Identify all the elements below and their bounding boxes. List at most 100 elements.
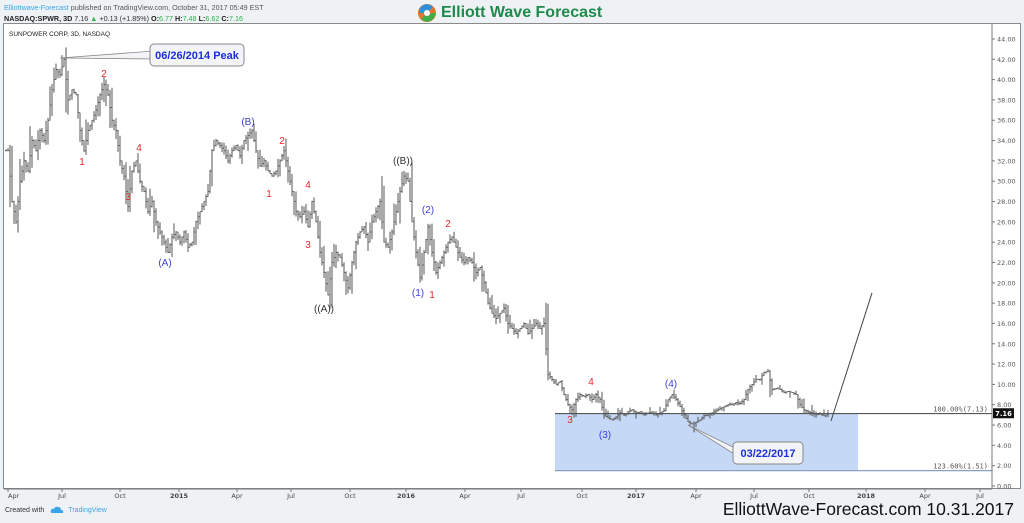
y-tick-label: 34.00 <box>997 137 1016 145</box>
y-tick-label: 44.00 <box>997 35 1016 43</box>
wave-label: 4 <box>588 377 594 388</box>
chart-title: SUNPOWER CORP, 3D, NASDAQ <box>9 31 110 38</box>
y-tick-label: 28.00 <box>997 198 1016 206</box>
wave-label: (4) <box>665 379 677 390</box>
close-label: C: <box>221 14 229 23</box>
callout-box <box>732 441 804 465</box>
high-label: H: <box>174 14 183 23</box>
tradingview-link[interactable]: TradingView <box>68 506 107 514</box>
x-tick-label: Apr <box>919 492 931 500</box>
x-tick-label: Oct <box>576 492 588 500</box>
open-label: O: <box>150 14 159 23</box>
created-with: Created with TradingView <box>5 506 107 514</box>
fib-label: 100.00%(7.13) <box>933 406 988 414</box>
brand-name: Elliott Wave Forecast <box>441 4 603 21</box>
callout-text: 03/22/2017 <box>740 448 795 460</box>
x-axis[interactable]: Apr Jul Oct 2015 Apr Jul Oct 2016 Apr Jul Oct 2017 A… <box>4 488 992 500</box>
wave-label: 2 <box>101 69 107 80</box>
y-tick-label: 6.00 <box>997 422 1011 430</box>
target-zone-box <box>555 413 858 471</box>
watermark: ElliottWave-Forecast.com 10.31.2017 <box>722 499 1014 519</box>
x-tick-label: Apr <box>231 492 243 500</box>
wave-label: 2 <box>279 136 285 147</box>
y-tick-label: 30.00 <box>997 178 1016 186</box>
x-tick-label: 2018 <box>857 492 876 500</box>
wave-label: (1) <box>412 288 424 299</box>
wave-label: (A) <box>158 258 171 269</box>
x-tick-label: Jul <box>57 492 66 500</box>
close-value: 7.16 <box>228 14 243 23</box>
last-price-tag <box>993 408 1014 419</box>
fib-label: 123.60%(1.51) <box>933 463 988 471</box>
y-tick-label: 24.00 <box>997 239 1016 247</box>
x-tick-label: Jul <box>516 492 525 500</box>
y-tick-label: 18.00 <box>997 300 1016 308</box>
y-tick-label: 2.00 <box>997 462 1011 470</box>
wave-labels: 2 1 4 3 (A) (B) 2 1 4 3 ((A)) ((B)) (2) 2 (1) 1 4 3 (3) (4) <box>79 69 677 441</box>
wave-label: 1 <box>429 290 435 301</box>
wave-label: (2) <box>422 205 434 216</box>
wave-label: 3 <box>305 240 311 251</box>
svg-text:7.16: 7.16 <box>995 410 1012 418</box>
y-tick-label: 10.00 <box>997 381 1016 389</box>
y-tick-label: 42.00 <box>997 56 1016 64</box>
y-tick-label: 22.00 <box>997 259 1016 267</box>
projection-line <box>830 292 873 422</box>
wave-label: 4 <box>136 143 142 154</box>
up-arrow-icon: ▲ <box>90 14 98 23</box>
wave-label: ((A)) <box>314 304 334 315</box>
wave-label: 3 <box>125 192 131 203</box>
created-with-text: Created with <box>5 506 45 514</box>
high-value: 7.48 <box>182 14 197 23</box>
target-box <box>555 413 858 471</box>
y-tick-label: 20.00 <box>997 279 1016 287</box>
y-tick-label: 14.00 <box>997 340 1016 348</box>
open-value: 6.77 <box>158 14 173 23</box>
projection-line <box>830 292 873 422</box>
ohlc-bars <box>5 47 829 433</box>
x-tick-label: Oct <box>114 492 126 500</box>
x-tick-label: 2015 <box>170 492 189 500</box>
wave-label: (B) <box>241 117 254 128</box>
y-tick-label: 4.00 <box>997 442 1011 450</box>
low-value: 6.62 <box>205 14 220 23</box>
y-tick-label: 26.00 <box>997 218 1016 226</box>
chart-frame[interactable] <box>3 23 1021 489</box>
publish-header: Elliottwave-Forecast published on Tradin… <box>4 2 264 24</box>
wave-label: ((B)) <box>393 156 413 167</box>
y-tick-label: 16.00 <box>997 320 1016 328</box>
published-text: published on TradingView.com, October 31… <box>68 3 264 12</box>
low-label: L: <box>198 14 206 23</box>
y-tick-label: 36.00 <box>997 117 1016 125</box>
tradingview-cloud-icon <box>50 506 64 513</box>
x-tick-label: 2016 <box>397 492 416 500</box>
wave-label: 4 <box>305 180 311 191</box>
x-tick-label: 2017 <box>627 492 645 500</box>
wave-label: 2 <box>445 219 451 230</box>
wave-label: 1 <box>79 157 85 168</box>
x-tick-label: Apr <box>8 492 20 500</box>
x-tick-label: Oct <box>344 492 356 500</box>
y-tick-label: 38.00 <box>997 96 1016 104</box>
wave-label: 3 <box>567 415 573 426</box>
wave-label: 1 <box>266 189 272 200</box>
price-change: +0.13 (+1.85%) <box>99 14 149 23</box>
y-tick-label: 0.00 <box>997 483 1011 491</box>
elliott-wave-logo-icon <box>418 4 436 22</box>
author-link[interactable]: Elliottwave-Forecast <box>4 3 69 12</box>
brand-logo: Elliott Wave Forecast <box>417 2 602 24</box>
y-tick-label: 32.00 <box>997 157 1016 165</box>
last-price: 7.16 <box>74 14 89 23</box>
callout-text: 06/26/2014 Peak <box>155 50 240 62</box>
callout-box <box>149 43 245 67</box>
y-tick-label: 40.00 <box>997 76 1016 84</box>
y-axis[interactable]: 44.00 42.00 40.00 38.00 36.00 34.00 32.00 30.00… <box>991 24 1020 491</box>
y-tick-label: 12.00 <box>997 361 1016 369</box>
symbol-label: NASDAQ:SPWR, 3D <box>4 14 73 23</box>
x-tick-label: Jul <box>975 492 984 500</box>
x-tick-label: Oct <box>803 492 815 500</box>
x-tick-label: Jul <box>286 492 295 500</box>
y-tick-label: 8.00 <box>997 401 1011 409</box>
x-tick-label: Apr <box>459 492 471 500</box>
